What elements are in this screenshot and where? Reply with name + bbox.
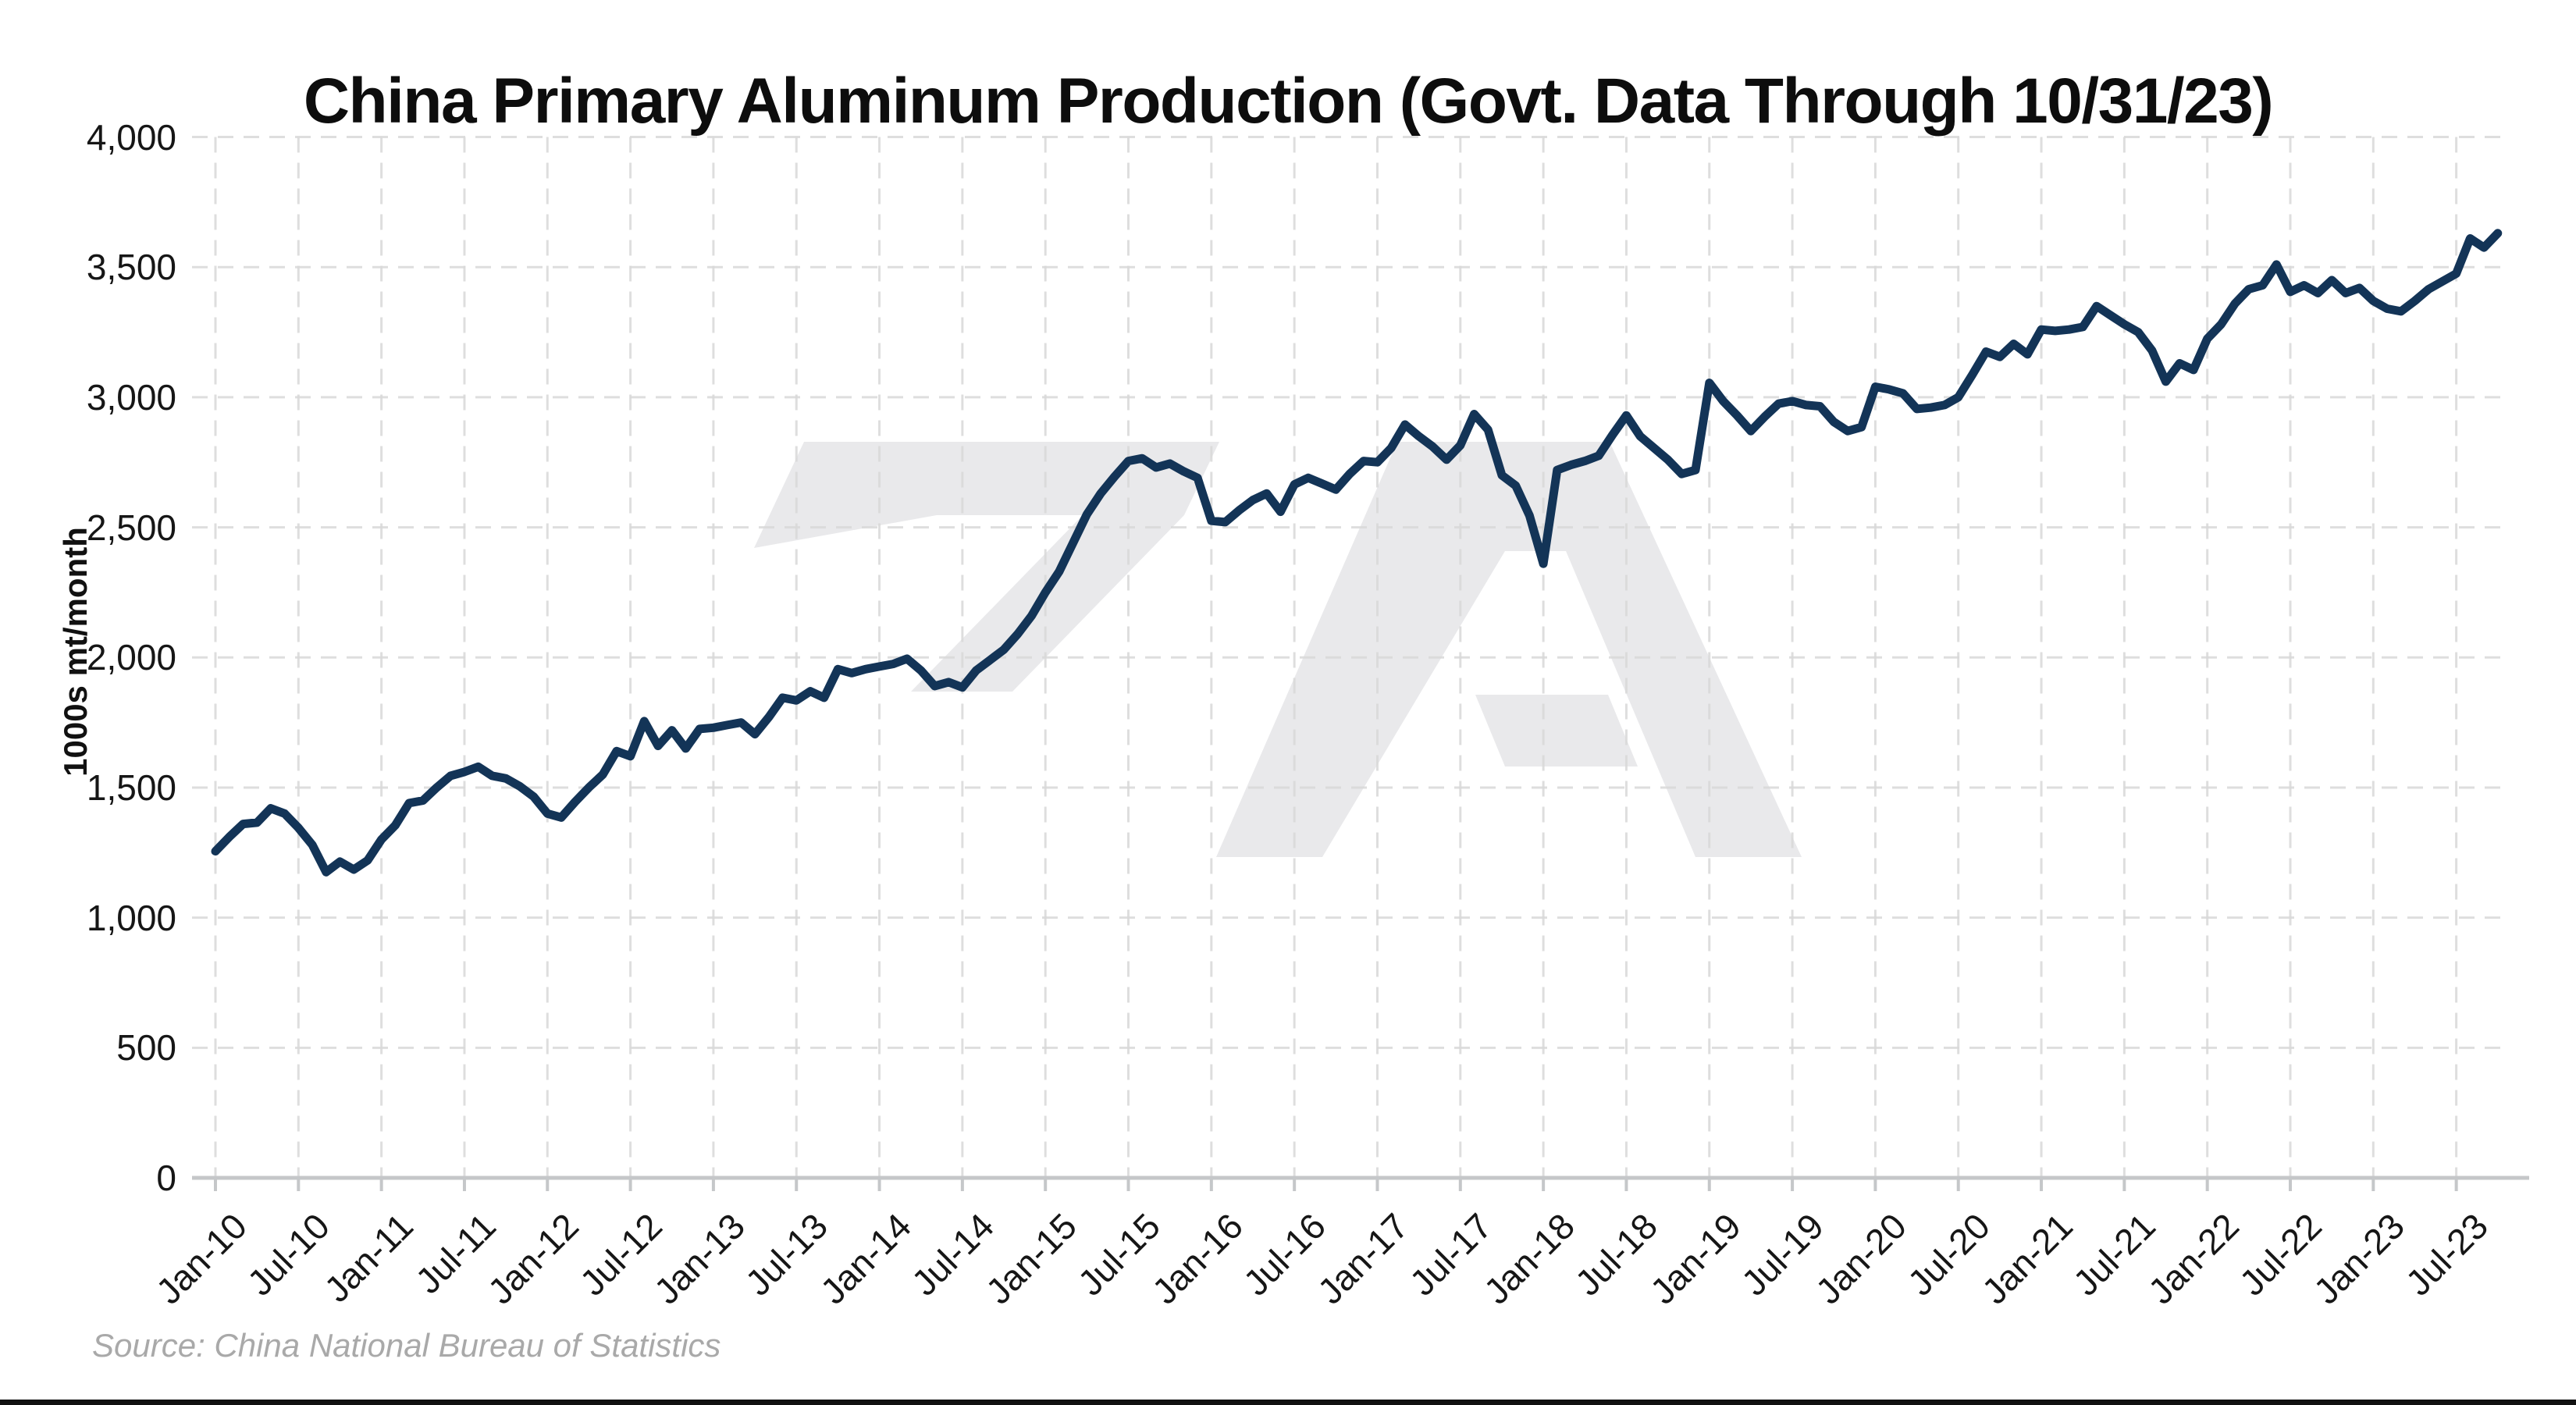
y-tick-label: 4,000 — [86, 116, 176, 158]
y-tick-label: 1,000 — [86, 897, 176, 938]
bottom-border — [0, 1400, 2576, 1405]
chart-title: China Primary Aluminum Production (Govt.… — [303, 65, 2274, 137]
watermark-shape — [754, 442, 1219, 548]
y-tick-label: 0 — [156, 1158, 176, 1198]
watermark-shape — [1475, 695, 1638, 767]
y-tick-label: 2,000 — [86, 637, 176, 678]
y-tick-label: 1,500 — [86, 767, 176, 808]
watermark-shape — [1216, 442, 1802, 857]
watermark-logo — [754, 442, 1802, 857]
gridlines — [192, 136, 2510, 1178]
watermark-shape — [911, 515, 1184, 692]
source-note: Source: China National Bureau of Statist… — [92, 1327, 721, 1364]
y-tick-label: 2,500 — [86, 507, 176, 548]
y-tick-label: 3,500 — [86, 247, 176, 288]
y-tick-label: 500 — [116, 1027, 176, 1069]
x-axis-line — [192, 1176, 2529, 1191]
data-line — [211, 229, 2503, 877]
y-tick-label: 3,000 — [86, 376, 176, 418]
